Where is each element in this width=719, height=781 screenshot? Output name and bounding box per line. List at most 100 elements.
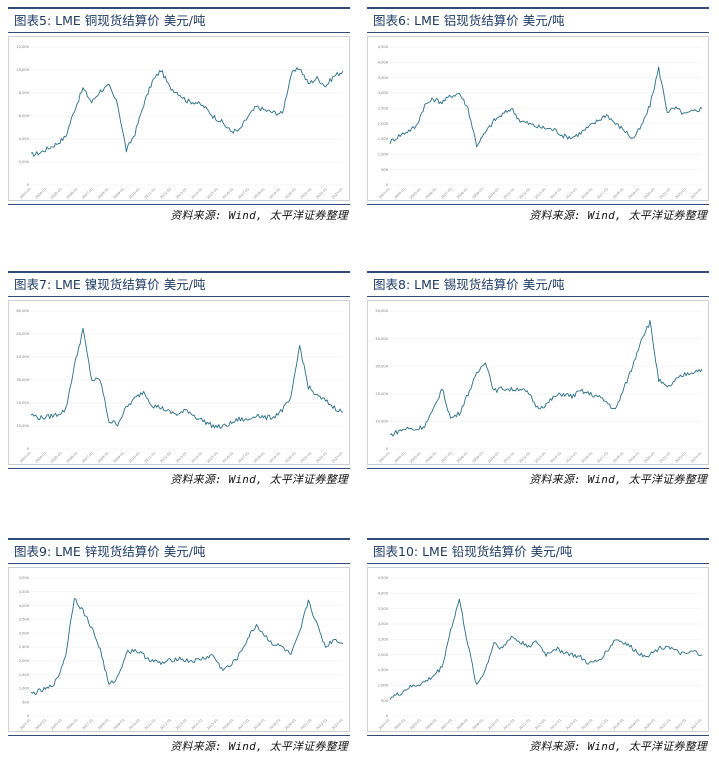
x-tick-label: 2017-01 <box>237 718 250 731</box>
y-tick-label: 30,000 <box>16 378 29 382</box>
x-tick-label: 2010-01 <box>487 451 500 464</box>
x-tick-label: 2009-01 <box>471 187 484 200</box>
x-tick-label: 2008-01 <box>456 718 469 731</box>
y-tick-label: 3,000 <box>19 631 30 635</box>
x-tick-label: 2016-01 <box>222 718 235 731</box>
x-tick-label: 2020-01 <box>284 718 297 731</box>
x-tick-label: 2011-01 <box>503 187 516 200</box>
x-tick-label: 2014-01 <box>190 187 203 200</box>
x-tick-label: 2019-01 <box>627 451 640 464</box>
x-tick-label: 2019-01 <box>268 187 281 200</box>
x-tick-label: 2013-01 <box>175 718 188 731</box>
x-tick-label: 2022-01 <box>315 718 328 731</box>
x-tick-label: 2013-01 <box>175 187 188 200</box>
x-tick-label: 2014-01 <box>190 451 203 464</box>
x-tick-label: 2007-01 <box>81 187 94 200</box>
x-tick-label: 2015-01 <box>565 451 578 464</box>
line-chart: 4,500 4,000 3,500 3,000 2,500 2,000 1,500 1,000… <box>367 36 709 201</box>
y-tick-label: 1,500 <box>378 668 389 672</box>
x-tick-label: 2017-01 <box>596 718 609 731</box>
x-tick-label: 2015-01 <box>206 451 219 464</box>
x-tick-label: 2023-01 <box>690 187 703 200</box>
x-tick-label: 2007-01 <box>440 451 453 464</box>
line-chart: 4,500 4,000 3,500 3,000 2,500 2,000 1,500 1,000… <box>367 567 709 732</box>
x-tick-label: 2011-01 <box>144 718 157 731</box>
x-tick-label: 2008-01 <box>97 718 110 731</box>
x-tick-label: 2019-01 <box>268 718 281 731</box>
y-tick-label: 40,000 <box>16 355 29 359</box>
x-tick-label: 2003-01 <box>19 187 32 200</box>
y-tick-label: 0 <box>386 447 389 451</box>
y-tick-label: 0 <box>386 183 389 187</box>
y-tick-label: 4,000 <box>378 592 389 596</box>
panel-title: 图表5: LME 铜现货结算价 美元/吨 <box>14 13 206 28</box>
y-tick-label: 5,000 <box>19 576 30 580</box>
price-series-line <box>389 598 703 700</box>
x-tick-label: 2007-01 <box>440 187 453 200</box>
x-tick-label: 2021-01 <box>300 451 313 464</box>
y-tick-label: 1,500 <box>378 137 389 141</box>
panel-title: 图表9: LME 锌现货结算价 美元/吨 <box>14 544 206 559</box>
x-tick-label: 2018-01 <box>612 451 625 464</box>
panel-top-rule <box>8 7 350 9</box>
x-tick-label: 2004-01 <box>34 187 47 200</box>
x-tick-label: 2009-01 <box>471 451 484 464</box>
x-tick-label: 2022-01 <box>674 451 687 464</box>
price-series-line <box>389 319 703 437</box>
x-tick-label: 2013-01 <box>534 187 547 200</box>
x-tick-label: 2017-01 <box>237 451 250 464</box>
price-series-line <box>30 327 344 429</box>
y-tick-label: 4,500 <box>19 590 30 594</box>
x-tick-label: 2009-01 <box>471 718 484 731</box>
line-chart: 5,000 4,500 4,000 3,500 3,000 2,500 2,000 1,500… <box>8 567 350 732</box>
x-tick-label: 2018-01 <box>612 187 625 200</box>
panel-aluminum: 图表6: LME 铝现货结算价 美元/吨 4,500 4,000 3,500 3,00… <box>367 7 709 223</box>
x-tick-label: 2005-01 <box>50 451 63 464</box>
x-tick-label: 2011-01 <box>144 451 157 464</box>
y-tick-label: 1,000 <box>378 153 389 157</box>
y-tick-label: 0 <box>27 447 30 451</box>
line-chart: 12,000 10,000 8,000 6,000 4,000 2,000 0 2003-01… <box>8 36 350 201</box>
panel-title-rule <box>8 563 350 564</box>
y-tick-label: 2,000 <box>19 160 30 164</box>
x-tick-label: 2006-01 <box>66 187 79 200</box>
x-tick-label: 2011-01 <box>144 187 157 200</box>
x-tick-label: 2008-01 <box>456 451 469 464</box>
y-tick-label: 2,000 <box>378 653 389 657</box>
x-tick-label: 2004-01 <box>34 451 47 464</box>
chart-svg: 4,500 4,000 3,500 3,000 2,500 2,000 1,500 1,000… <box>378 576 703 731</box>
x-tick-label: 2004-01 <box>393 187 406 200</box>
source-note: 资料来源: Wind, 太平洋证券整理 <box>170 209 348 222</box>
y-tick-label: 4,000 <box>19 137 30 141</box>
chart-svg: 12,000 10,000 8,000 6,000 4,000 2,000 02003-01… <box>16 45 343 200</box>
y-tick-label: 500 <box>381 699 389 703</box>
x-tick-label: 2021-01 <box>300 718 313 731</box>
x-tick-label: 2016-01 <box>581 187 594 200</box>
x-tick-label: 2020-01 <box>643 718 656 731</box>
x-tick-label: 2020-01 <box>643 187 656 200</box>
x-tick-label: 2005-01 <box>409 718 422 731</box>
x-tick-label: 2019-01 <box>627 187 640 200</box>
chart-svg: 4,500 4,000 3,500 3,000 2,500 2,000 1,500 1,000… <box>378 45 703 200</box>
x-tick-label: 2012-01 <box>159 718 172 731</box>
x-tick-label: 2009-01 <box>112 451 125 464</box>
x-tick-label: 2012-01 <box>159 187 172 200</box>
x-tick-label: 2004-01 <box>393 451 406 464</box>
x-tick-label: 2017-01 <box>596 451 609 464</box>
panel-bottom-rule <box>367 468 709 469</box>
y-tick-label: 3,000 <box>378 91 389 95</box>
panel-title: 图表7: LME 镍现货结算价 美元/吨 <box>14 277 206 292</box>
x-tick-label: 2007-01 <box>440 718 453 731</box>
x-tick-label: 2019-01 <box>627 718 640 731</box>
x-tick-label: 2021-01 <box>659 451 672 464</box>
y-tick-label: 0 <box>27 183 30 187</box>
x-tick-label: 2010-01 <box>128 451 141 464</box>
y-tick-label: 6,000 <box>19 114 30 118</box>
panel-title-rule <box>367 563 709 564</box>
y-tick-label: 0 <box>386 714 389 718</box>
panel-title-rule <box>367 32 709 33</box>
line-chart: 50,000 40,000 30,000 20,000 10,000 0 2003-01 20… <box>367 300 709 465</box>
x-tick-label: 2022-01 <box>315 187 328 200</box>
x-tick-label: 2008-01 <box>456 187 469 200</box>
